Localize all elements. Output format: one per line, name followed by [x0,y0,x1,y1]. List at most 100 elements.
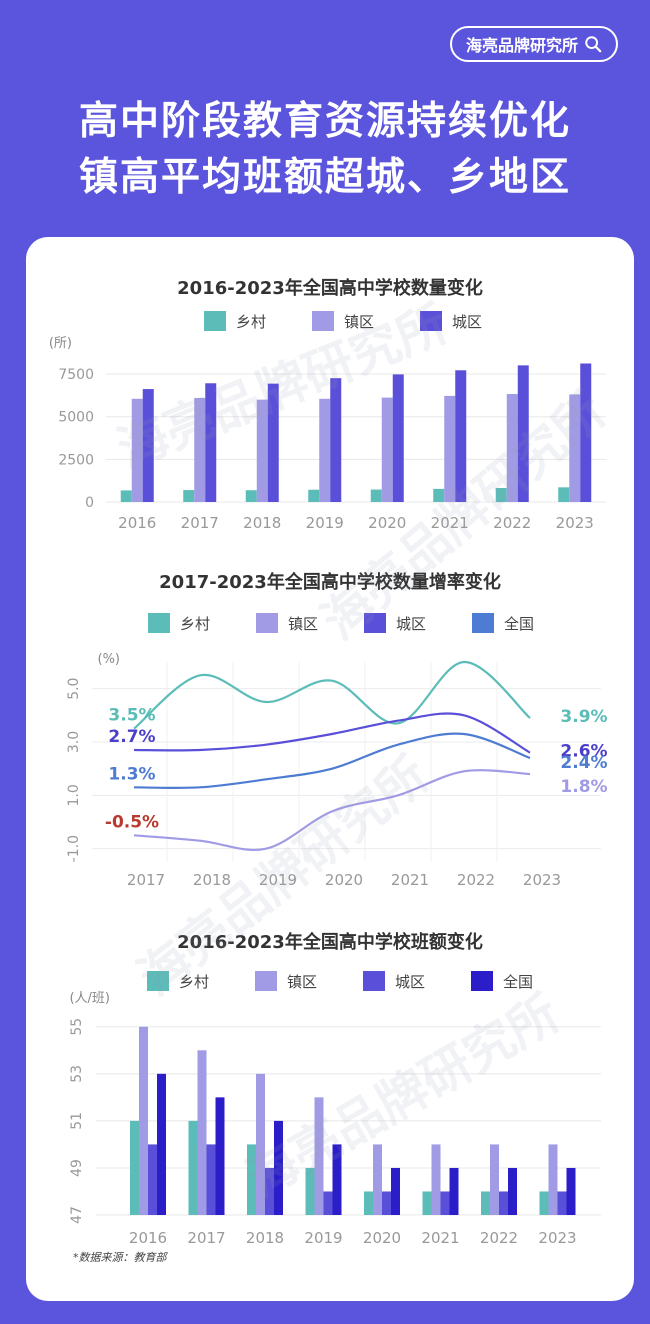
legend-swatch-3 [420,311,442,331]
chart2-x-tick: 2023 [523,871,561,889]
legend-swatch-2 [256,613,278,633]
chart3-bar-3 [440,1191,450,1215]
brand-name: 海亮品牌研究所 [465,36,578,55]
chart3-y-tick: 49 [69,1159,85,1177]
search-icon [585,36,602,53]
chart3-bar-3 [265,1167,274,1215]
chart1-bar-1 [370,489,382,502]
chart2-start-label-4: 1.3% [108,764,155,784]
chart3-bar-1 [188,1120,198,1215]
chart3-bar-3 [206,1144,216,1215]
headline-line-2: 镇高平均班额超城、乡地区 [78,155,571,200]
chart1-bar-1 [308,489,320,502]
chart3-bar-3 [499,1191,508,1215]
chart1-y-tick: 0 [85,495,94,511]
chart1-bar-3 [267,383,279,502]
chart3-bar-4 [274,1120,283,1215]
legend-label-2: 镇区 [287,973,317,991]
chart1-y-tick: 7500 [58,367,94,383]
legend-swatch-1 [204,311,226,331]
chart3-y-tick: 55 [69,1018,85,1036]
legend-swatch-1 [148,613,170,633]
chart3-bar-2 [314,1097,324,1215]
chart2-x-tick: 2022 [457,871,495,889]
chart1-y-tick: 2500 [58,452,94,468]
chart2-end-label-3: 2.6% [560,742,607,762]
chart2-start-label-2: -0.5% [105,812,159,832]
chart1-bar-2 [506,394,518,502]
legend-label-2: 镇区 [344,313,374,331]
chart3-x-tick: 2022 [480,1229,518,1247]
legend-label-1: 乡村 [236,313,266,331]
chart2-line-4 [133,732,531,790]
chart3-bar-4 [391,1167,400,1215]
chart2-start-label-3: 2.7% [108,727,155,747]
chart1-x-tick: 2017 [181,514,219,532]
legend-label-3: 城区 [452,313,482,331]
chart2-start-label-1: 3.5% [108,706,155,726]
chart3-x-tick: 2023 [538,1229,576,1247]
chart1-bar-2 [256,399,268,502]
chart-card: 2016-2023年全国高中学校数量变化 乡村 镇区 城区 (所) 0 2500 5000 75… [26,237,634,1301]
chart2-y-tick: -1.0 [66,835,82,862]
chart3-y-tick: 53 [69,1065,85,1083]
chart3-bar-1 [364,1191,373,1215]
chart2-line-2 [133,769,531,851]
chart1-bar-2 [381,397,393,502]
legend-label-4: 全国 [503,973,533,991]
legend-swatch-3 [364,613,386,633]
chart2-y-unit: (%) [98,652,121,667]
chart2-end-label-2: 1.8% [560,777,607,797]
chart1-x-tick: 2023 [556,514,594,532]
chart2-x-tick: 2019 [259,871,297,889]
legend-label-1: 乡村 [179,973,209,991]
chart1-bar-3 [330,378,342,502]
legend-label-3: 城区 [395,973,425,991]
chart3-bar-2 [431,1144,441,1215]
chart3-y-tick: 47 [69,1206,85,1224]
chart2-x-tick: 2018 [193,871,231,889]
chart1-bar-1 [558,487,570,502]
chart2-end-label-1: 3.9% [560,707,607,727]
legend-label-3: 城区 [396,615,426,633]
chart1-x-tick: 2019 [306,514,344,532]
legend-label-1: 乡村 [180,615,210,633]
chart2-x-tick: 2020 [325,871,363,889]
chart3-bar-4 [332,1144,342,1215]
brand-badge[interactable]: 海亮品牌研究所 [449,26,618,62]
chart1-bar-3 [580,363,592,502]
chart3-bar-4 [215,1097,225,1215]
chart1-x-tick: 2016 [118,514,156,532]
legend-label-2: 镇区 [288,615,318,633]
chart1-x-tick: 2018 [243,514,281,532]
chart3-x-tick: 2020 [363,1229,401,1247]
chart3-x-tick: 2021 [421,1229,459,1247]
chart1-bar-3 [455,370,467,502]
chart2-y-tick: 5.0 [66,678,82,700]
chart3-bar-2 [548,1144,558,1215]
chart3-x-tick: 2017 [187,1229,225,1247]
chart3-bar-3 [323,1191,333,1215]
chart2-y-tick: 3.0 [66,731,82,753]
headline-line-1: 高中阶段教育资源持续优化 [78,99,571,144]
chart1-bar-3 [205,383,217,502]
chart1-bar-2 [569,394,581,502]
chart3-x-tick: 2018 [246,1229,284,1247]
chart1-bar-1 [433,488,445,502]
legend-swatch-2 [312,311,334,331]
chart3-bar-1 [247,1144,256,1215]
chart1-x-tick: 2020 [368,514,406,532]
chart3-bar-1 [305,1167,315,1215]
chart1-bar-1 [120,490,132,502]
chart3-bar-4 [157,1073,166,1215]
chart3-bar-2 [197,1050,207,1215]
chart3-bar-3 [148,1144,157,1215]
chart1-bar-3 [142,389,154,502]
chart1-bar-1 [495,488,507,502]
chart1-bar-2 [194,397,206,502]
chart1-bar-3 [517,365,529,502]
chart1-title: 2016-2023年全国高中学校数量变化 [177,277,483,299]
chart3-bar-2 [139,1026,148,1215]
chart1-bar-3 [392,374,404,502]
